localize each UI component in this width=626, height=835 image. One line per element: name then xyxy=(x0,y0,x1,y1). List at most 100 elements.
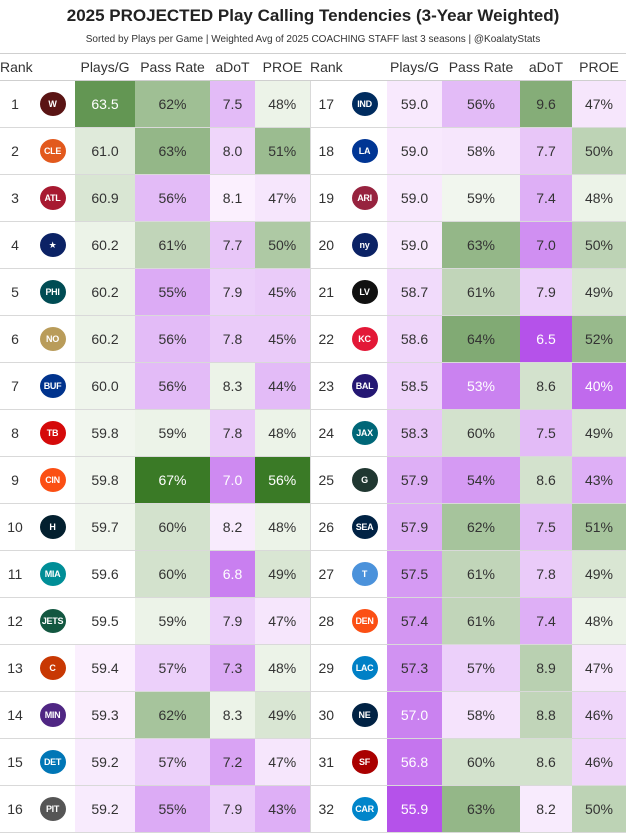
plays-per-game-cell: 61.0 xyxy=(75,127,135,175)
table-row: 6 NO 60.2 56% 7.8 45% 22 KC 58.6 64% 6.5 52% xyxy=(0,315,626,363)
rank-cell: 14 xyxy=(0,691,30,739)
plays-per-game-cell: 57.9 xyxy=(387,456,442,504)
team-logo-icon: DET xyxy=(39,750,66,774)
table-row: 12 JETS 59.5 59% 7.9 47% 28 DEN 57.4 61% 7.4 48% xyxy=(0,597,626,645)
header-pass-rate-left: Pass Rate xyxy=(135,53,210,81)
plays-per-game-cell: 57.4 xyxy=(387,597,442,645)
plays-per-game-cell: 59.4 xyxy=(75,644,135,692)
team-logo-icon: ARI xyxy=(351,186,378,210)
chart-subtitle: Sorted by Plays per Game | Weighted Avg … xyxy=(85,34,541,45)
proe-cell: 49% xyxy=(572,550,626,598)
header-plays-right: Plays/G xyxy=(387,53,442,81)
pass-rate-cell: 61% xyxy=(442,597,520,645)
rank-cell: 1 xyxy=(0,80,30,128)
table-row: 13 C 59.4 57% 7.3 48% 29 LAC 57.3 57% 8.9 47% xyxy=(0,644,626,692)
rank-cell: 15 xyxy=(0,738,30,786)
team-logo-icon: IND xyxy=(351,92,378,116)
rank-cell: 17 xyxy=(309,80,342,128)
adot-cell: 7.0 xyxy=(520,221,572,269)
proe-cell: 49% xyxy=(572,268,626,316)
pass-rate-cell: 62% xyxy=(442,503,520,551)
plays-per-game-cell: 60.0 xyxy=(75,362,135,410)
adot-cell: 7.0 xyxy=(210,456,255,504)
adot-cell: 8.2 xyxy=(520,785,572,833)
pass-rate-cell: 60% xyxy=(442,738,520,786)
pass-rate-cell: 61% xyxy=(135,221,210,269)
plays-per-game-cell: 58.5 xyxy=(387,362,442,410)
plays-per-game-cell: 59.0 xyxy=(387,80,442,128)
team-logo-icon: LV xyxy=(351,280,378,304)
proe-cell: 46% xyxy=(572,691,626,739)
pass-rate-cell: 63% xyxy=(442,785,520,833)
plays-per-game-cell: 60.2 xyxy=(75,315,135,363)
pass-rate-cell: 61% xyxy=(442,550,520,598)
team-logo-icon: SF xyxy=(351,750,378,774)
adot-cell: 8.3 xyxy=(210,362,255,410)
proe-cell: 45% xyxy=(255,268,310,316)
plays-per-game-cell: 63.5 xyxy=(75,80,135,128)
pass-rate-cell: 58% xyxy=(442,691,520,739)
proe-cell: 47% xyxy=(572,80,626,128)
plays-per-game-cell: 60.2 xyxy=(75,268,135,316)
team-logo-icon: CAR xyxy=(351,797,378,821)
team-logo-cell: TB xyxy=(30,409,75,457)
proe-cell: 47% xyxy=(255,597,310,645)
plays-per-game-cell: 57.9 xyxy=(387,503,442,551)
team-logo-icon: KC xyxy=(351,327,378,351)
proe-cell: 48% xyxy=(255,409,310,457)
plays-per-game-cell: 59.7 xyxy=(75,503,135,551)
team-logo-cell: LAC xyxy=(342,644,387,692)
rank-cell: 7 xyxy=(0,362,30,410)
plays-per-game-cell: 59.0 xyxy=(387,127,442,175)
table-row: 15 DET 59.2 57% 7.2 47% 31 SF 56.8 60% 8.6 46% xyxy=(0,738,626,786)
rank-cell: 19 xyxy=(309,174,342,222)
team-logo-icon: SEA xyxy=(351,515,378,539)
adot-cell: 8.6 xyxy=(520,362,572,410)
team-logo-cell: BAL xyxy=(342,362,387,410)
team-logo-icon: JETS xyxy=(39,609,66,633)
team-logo-icon: LA xyxy=(351,139,378,163)
proe-cell: 50% xyxy=(572,127,626,175)
plays-per-game-cell: 59.8 xyxy=(75,456,135,504)
team-logo-icon: NO xyxy=(39,327,66,351)
header-proe-left: PROE xyxy=(255,53,310,81)
pass-rate-cell: 57% xyxy=(135,644,210,692)
team-logo-icon: MIN xyxy=(39,703,66,727)
adot-cell: 7.3 xyxy=(210,644,255,692)
adot-cell: 8.8 xyxy=(520,691,572,739)
proe-cell: 51% xyxy=(255,127,310,175)
team-logo-icon: W xyxy=(39,92,66,116)
rank-cell: 25 xyxy=(309,456,342,504)
rank-cell: 24 xyxy=(309,409,342,457)
team-logo-icon: JAX xyxy=(351,421,378,445)
pass-rate-cell: 58% xyxy=(442,127,520,175)
adot-cell: 7.7 xyxy=(520,127,572,175)
team-logo-cell: H xyxy=(30,503,75,551)
rank-cell: 28 xyxy=(309,597,342,645)
pass-rate-cell: 60% xyxy=(442,409,520,457)
table-row: 16 PIT 59.2 55% 7.9 43% 32 CAR 55.9 63% 8.2 50% xyxy=(0,785,626,833)
plays-per-game-cell: 57.3 xyxy=(387,644,442,692)
proe-cell: 49% xyxy=(255,550,310,598)
header-plays-left: Plays/G xyxy=(75,53,135,81)
pass-rate-cell: 55% xyxy=(135,268,210,316)
rank-cell: 3 xyxy=(0,174,30,222)
team-logo-cell: ★ xyxy=(30,221,75,269)
table-body: 1 W 63.5 62% 7.5 48% 17 IND 59.0 56% 9.6 47% 2 CLE 61.… xyxy=(0,80,626,833)
pass-rate-cell: 61% xyxy=(442,268,520,316)
proe-cell: 48% xyxy=(572,174,626,222)
adot-cell: 7.9 xyxy=(210,268,255,316)
plays-per-game-cell: 59.0 xyxy=(387,174,442,222)
rank-cell: 11 xyxy=(0,550,30,598)
rank-cell: 20 xyxy=(309,221,342,269)
pass-rate-cell: 56% xyxy=(135,174,210,222)
adot-cell: 7.4 xyxy=(520,597,572,645)
team-logo-cell: DET xyxy=(30,738,75,786)
plays-per-game-cell: 56.8 xyxy=(387,738,442,786)
team-logo-cell: SEA xyxy=(342,503,387,551)
adot-cell: 8.6 xyxy=(520,738,572,786)
proe-cell: 47% xyxy=(572,644,626,692)
plays-per-game-cell: 57.5 xyxy=(387,550,442,598)
rank-cell: 16 xyxy=(0,785,30,833)
team-logo-cell: MIN xyxy=(30,691,75,739)
